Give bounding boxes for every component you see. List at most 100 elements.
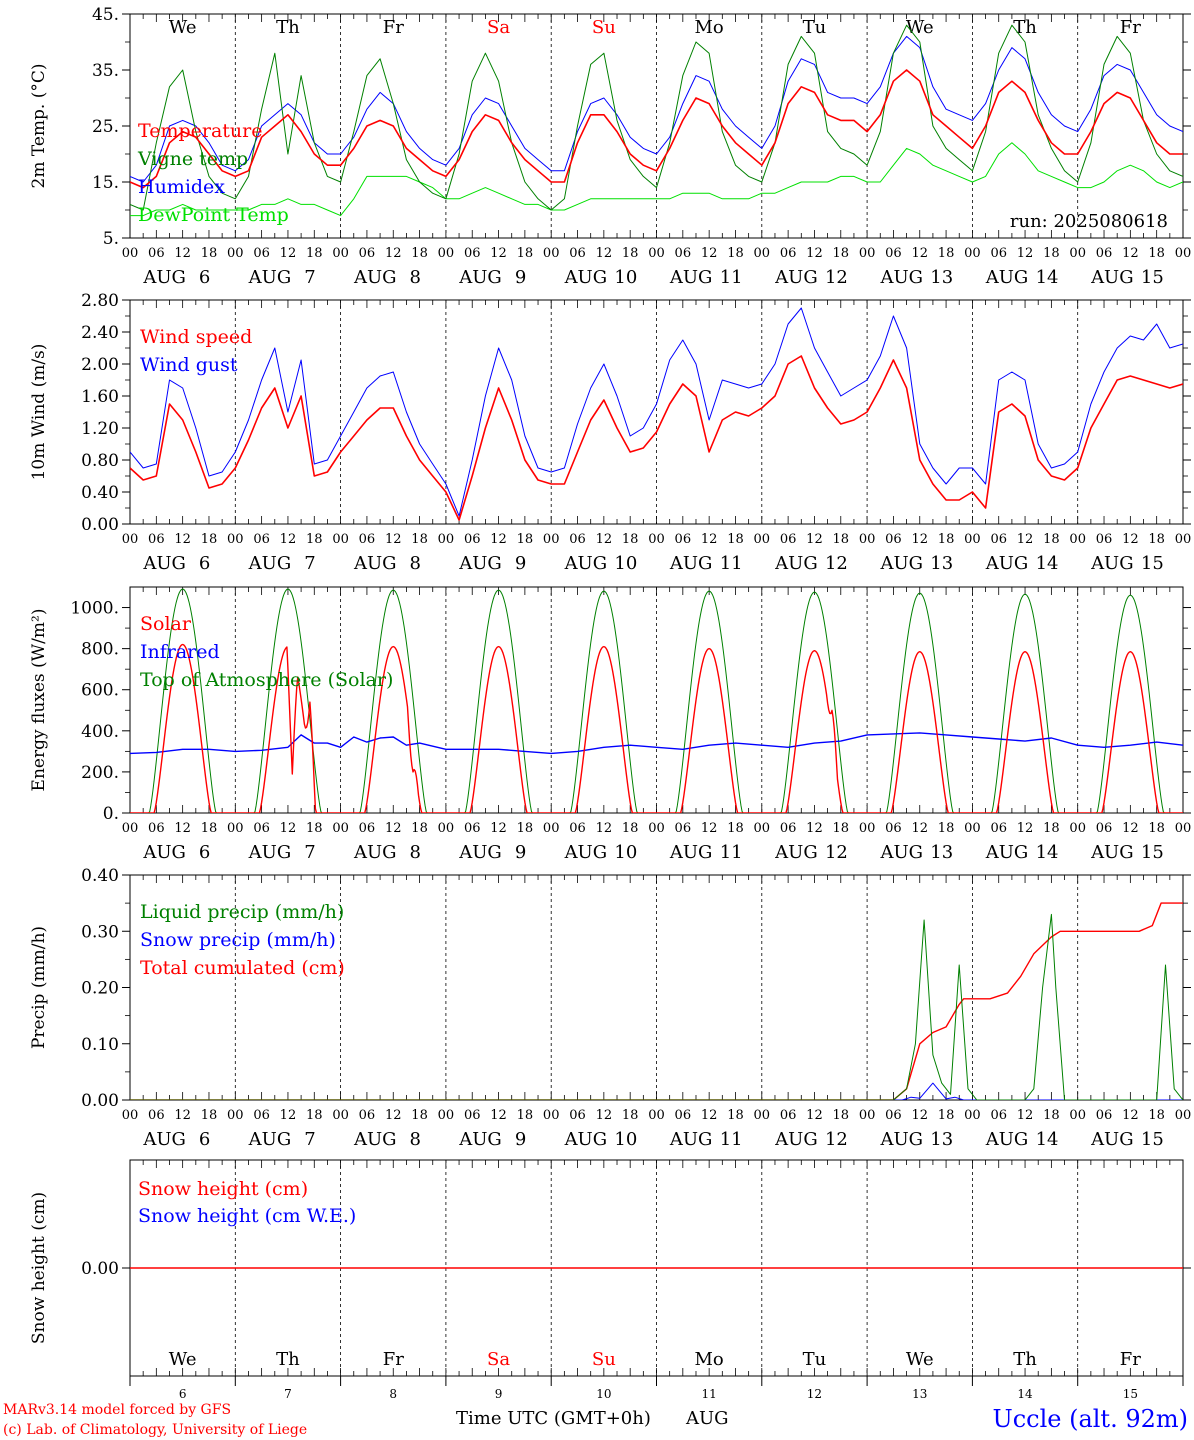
- panel-snow: 0.00 Snow height (cm) Snow height (cm) Snow…: [29, 1159, 1191, 1377]
- precip-hour-label: 00: [859, 1108, 876, 1123]
- temp-legend-entry: Humidex: [138, 176, 225, 198]
- snow-weekday-label: Tu: [803, 1349, 827, 1370]
- precip-hour-label: 18: [727, 1108, 744, 1123]
- station-label: Uccle (alt. 92m): [992, 1405, 1188, 1433]
- energy-hour-label: 12: [280, 821, 297, 836]
- wind-date-label: 6: [199, 553, 210, 574]
- temp-hour-label: 12: [1122, 246, 1139, 261]
- precip-hour-label: 18: [833, 1108, 850, 1123]
- precip-hour-label: 18: [517, 1108, 534, 1123]
- temp-month-label: AUG: [353, 267, 397, 288]
- footer-month: AUG: [685, 1408, 729, 1429]
- energy-hour-label: 18: [201, 821, 218, 836]
- precip-hour-label: 12: [701, 1108, 718, 1123]
- precip-month-label: AUG: [879, 1129, 923, 1150]
- wind-hour-label: 06: [253, 532, 270, 547]
- precip-hour-label: 12: [596, 1108, 613, 1123]
- wind-hour-label: 06: [990, 532, 1007, 547]
- energy-series-line: [130, 732, 1183, 755]
- wind-ytick-label: 1.20: [81, 419, 119, 439]
- energy-hour-label: 18: [833, 821, 850, 836]
- temp-hour-label: 18: [727, 246, 744, 261]
- snow-legend-entry: Snow height (cm): [138, 1178, 308, 1200]
- wind-date-label: 14: [1036, 553, 1059, 574]
- temp-hour-label: 06: [359, 246, 376, 261]
- snow-weekday-label: We: [169, 1349, 197, 1370]
- temp-hour-label: 06: [253, 246, 270, 261]
- precip-series-line: [130, 913, 1183, 1100]
- energy-ytick-label: 600.: [81, 681, 119, 701]
- wind-hour-label: 12: [701, 532, 718, 547]
- snow-date-label: 14: [1017, 1387, 1033, 1401]
- wind-hour-label: 00: [1175, 532, 1192, 547]
- precip-hour-label: 06: [464, 1108, 481, 1123]
- energy-ylabel: Energy fluxes (W/m²): [29, 609, 49, 792]
- wind-month-label: AUG: [564, 553, 608, 574]
- energy-hour-label: 18: [727, 821, 744, 836]
- temp-ytick-label: 15.: [92, 173, 119, 193]
- temp-hour-label: 00: [332, 246, 349, 261]
- temp-run-label: run: 2025080618: [1010, 211, 1168, 232]
- precip-hour-label: 00: [227, 1108, 244, 1123]
- wind-legend-entry: Wind speed: [140, 326, 252, 348]
- energy-ytick-label: 400.: [81, 722, 119, 742]
- temp-ytick-label: 45.: [92, 5, 119, 25]
- wind-hour-label: 12: [1017, 532, 1034, 547]
- snow-date-label: 8: [389, 1387, 397, 1401]
- wind-ytick-label: 0.40: [81, 483, 119, 503]
- energy-hour-label: 18: [1043, 821, 1060, 836]
- wind-hour-label: 00: [859, 532, 876, 547]
- energy-month-label: AUG: [669, 842, 713, 863]
- temp-hour-label: 18: [201, 246, 218, 261]
- precip-date-label: 10: [614, 1129, 637, 1150]
- precip-hour-label: 06: [569, 1108, 586, 1123]
- weekday-label: Mo: [695, 17, 724, 38]
- wind-hour-label: 18: [306, 532, 323, 547]
- temp-ylabel: 2m Temp. (°C): [29, 63, 49, 188]
- precip-hour-label: 06: [359, 1108, 376, 1123]
- wind-hour-label: 12: [280, 532, 297, 547]
- weekday-label: We: [906, 17, 934, 38]
- energy-hour-label: 00: [543, 821, 560, 836]
- energy-hour-label: 18: [938, 821, 955, 836]
- temp-date-label: 7: [304, 267, 315, 288]
- wind-hour-label: 18: [727, 532, 744, 547]
- weekday-label: Sa: [487, 17, 510, 38]
- wind-hour-label: 00: [754, 532, 771, 547]
- wind-date-label: 15: [1141, 553, 1164, 574]
- precip-ytick-label: 0.20: [81, 979, 119, 999]
- temp-legend-entry: Vigne temp: [137, 148, 248, 170]
- snow-date-label: 13: [912, 1387, 927, 1401]
- precip-month-label: AUG: [458, 1129, 502, 1150]
- temp-hour-label: 00: [438, 246, 455, 261]
- energy-month-label: AUG: [774, 842, 818, 863]
- snow-weekday-label: Fr: [1120, 1349, 1141, 1370]
- wind-hour-label: 06: [675, 532, 692, 547]
- precip-hour-label: 00: [648, 1108, 665, 1123]
- wind-hour-label: 12: [596, 532, 613, 547]
- snow-weekday-label: Mo: [695, 1349, 724, 1370]
- precip-month-label: AUG: [669, 1129, 713, 1150]
- weekday-label: Th: [276, 17, 300, 38]
- precip-ytick-label: 0.00: [81, 1091, 119, 1111]
- temp-hour-label: 12: [911, 246, 928, 261]
- wind-date-label: 11: [720, 553, 743, 574]
- energy-legend-entry: Solar: [140, 613, 192, 635]
- precip-date-label: 15: [1141, 1129, 1164, 1150]
- precip-hour-label: 06: [253, 1108, 270, 1123]
- precip-hour-label: 18: [622, 1108, 639, 1123]
- snow-weekday-label: Th: [276, 1349, 300, 1370]
- wind-hour-label: 18: [1148, 532, 1165, 547]
- wind-date-label: 10: [614, 553, 637, 574]
- temp-hour-label: 18: [622, 246, 639, 261]
- precip-hour-label: 00: [332, 1108, 349, 1123]
- weekday-label: Su: [592, 17, 616, 38]
- wind-month-label: AUG: [774, 553, 818, 574]
- wind-hour-label: 18: [411, 532, 428, 547]
- snow-ytick-label: 0.00: [81, 1259, 119, 1279]
- wind-hour-label: 00: [1069, 532, 1086, 547]
- wind-month-label: AUG: [1090, 553, 1134, 574]
- temp-hour-label: 18: [306, 246, 323, 261]
- energy-hour-label: 18: [411, 821, 428, 836]
- wind-legend-entry: Wind gust: [140, 354, 238, 376]
